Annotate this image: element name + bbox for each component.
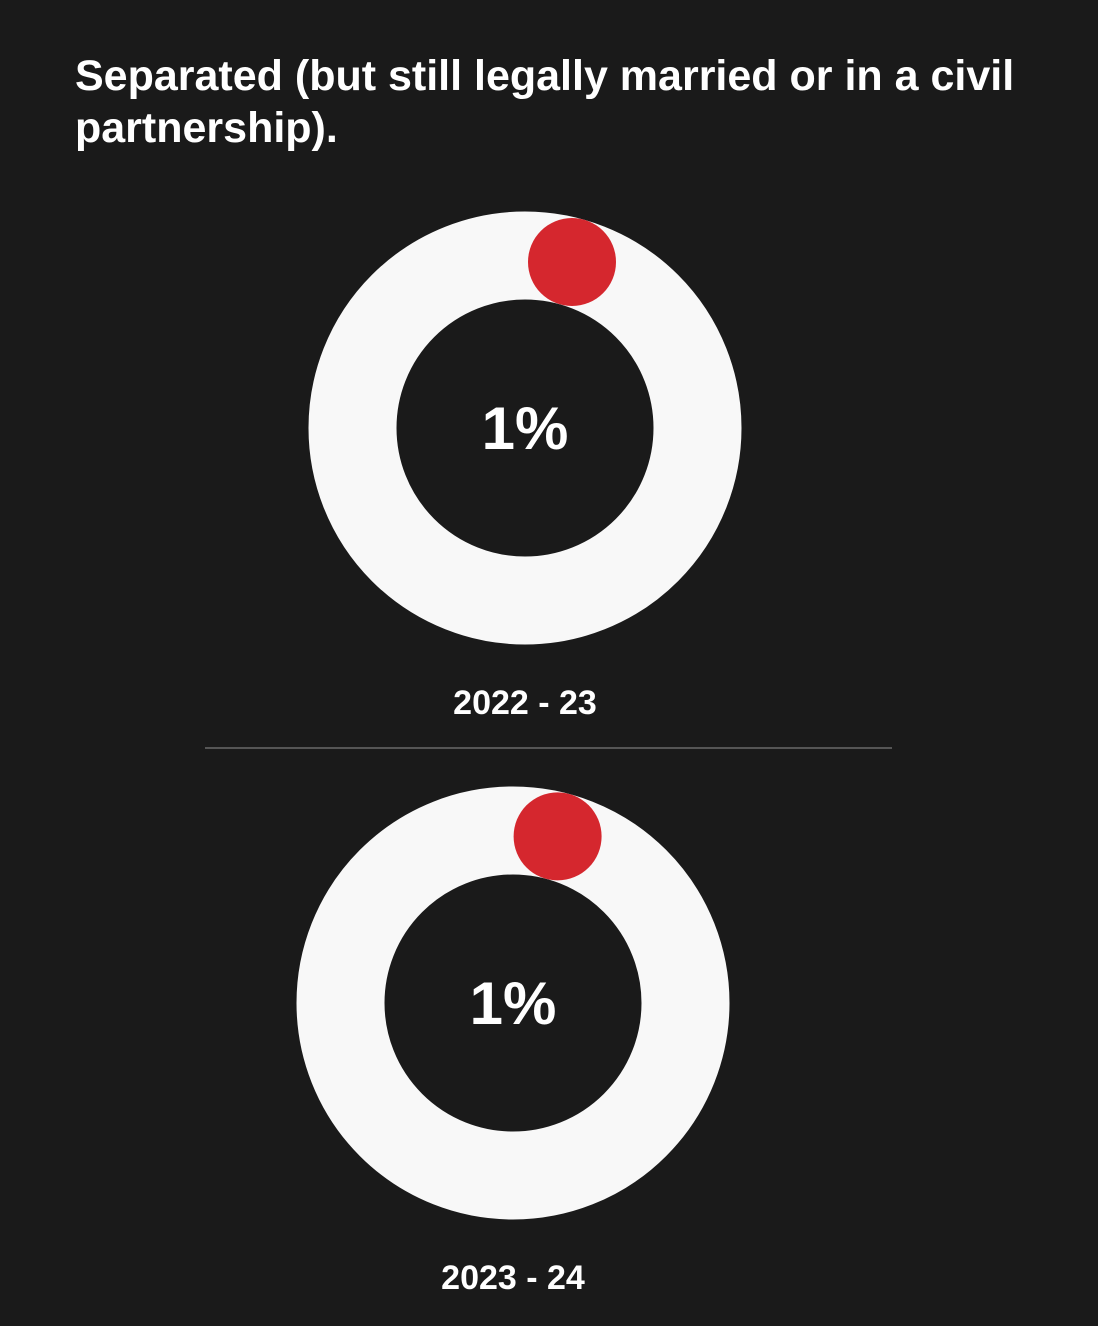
- donut-svg: [296, 786, 730, 1220]
- chart-year-label: 2022 - 23: [453, 684, 597, 722]
- donut-chart-2023-24: 1% 2023 - 24: [296, 786, 730, 1297]
- donut-chart-2022-23: 1% 2022 - 23: [308, 211, 742, 722]
- donut-segment-dot: [513, 792, 602, 881]
- donut-value-label: 1%: [481, 394, 569, 462]
- donut-svg: [308, 211, 742, 645]
- donut-ring: [308, 211, 742, 645]
- donut-segment-dot: [528, 218, 616, 306]
- section-divider: [205, 747, 892, 749]
- donut-ring: [296, 786, 730, 1220]
- donut-value-label: 1%: [469, 969, 557, 1037]
- page-title: Separated (but still legally married or …: [75, 52, 1015, 152]
- chart-year-label: 2023 - 24: [441, 1259, 585, 1297]
